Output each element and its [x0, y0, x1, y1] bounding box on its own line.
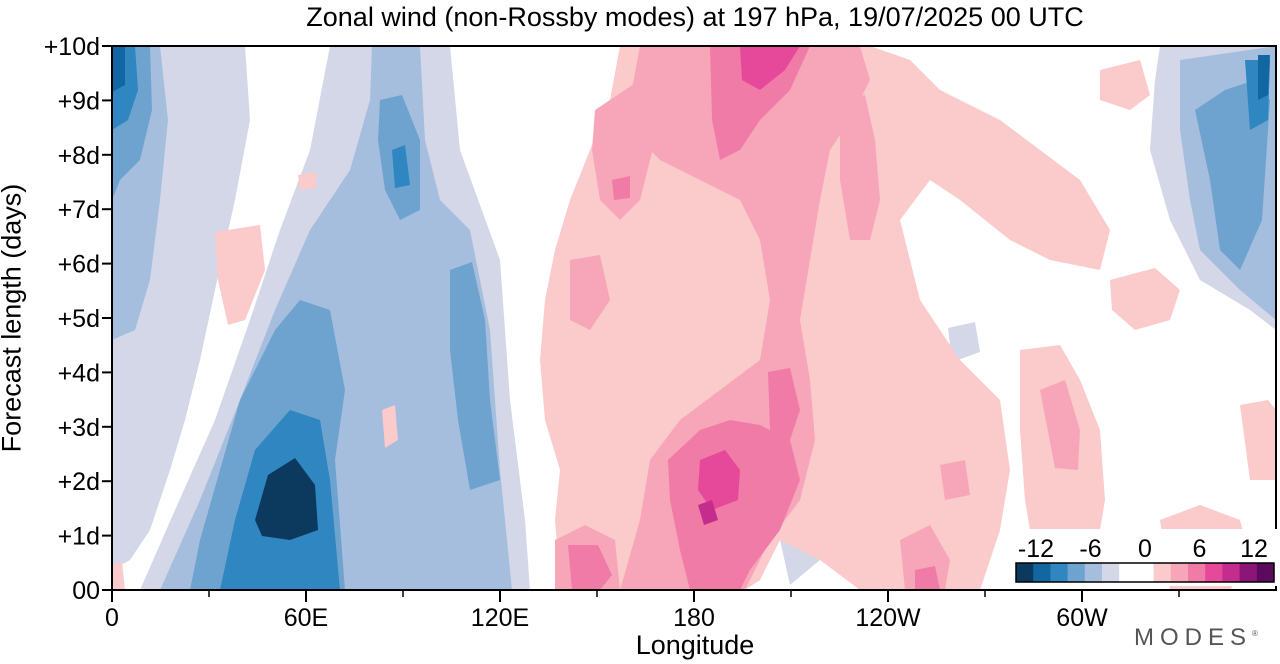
contour-pos-strong	[698, 450, 740, 510]
contour-pos-lightest	[298, 172, 316, 190]
colorbar-label: -12	[1018, 535, 1054, 563]
y-tick-label: +8d	[58, 142, 100, 170]
modes-logo: MODES®	[1134, 624, 1258, 652]
y-tick-label: +6d	[58, 251, 100, 279]
y-tick-label: +7d	[58, 196, 100, 224]
contour-pos-light	[940, 460, 970, 500]
y-axis: 00 +1d +2d +3d +4d +5d +6d +7d +8d +9d +10d	[44, 33, 112, 605]
colorbar-swatch	[1136, 563, 1155, 582]
colorbar-swatch	[1170, 563, 1189, 582]
colorbar-swatch	[1033, 563, 1051, 582]
y-tick-label: +9d	[58, 87, 100, 115]
x-tick-label: 180	[673, 604, 715, 632]
x-axis: 0 60E 120E 180 120W 60W	[105, 590, 1180, 632]
contour-pos-light	[770, 222, 800, 280]
contour-pos-mid	[768, 368, 800, 440]
colorbar-swatch	[1153, 563, 1172, 582]
y-tick-label: 00	[72, 577, 100, 605]
contour-pos-lightest	[1100, 60, 1150, 110]
positive-wind-regions	[112, 46, 1276, 590]
y-tick-label: +1d	[58, 523, 100, 551]
contour-neg-strongest	[1258, 55, 1270, 100]
contour-neg-strongest	[255, 458, 318, 540]
colorbar-swatch	[1119, 563, 1137, 582]
contour-pos-light	[1040, 380, 1080, 470]
contour-pos-light	[900, 525, 950, 590]
x-tick-label: 120E	[471, 604, 529, 632]
contour-neg-mid	[450, 262, 500, 490]
x-tick-label: 60E	[284, 604, 328, 632]
y-tick-label: +2d	[58, 468, 100, 496]
colorbar-label: 12	[1240, 535, 1268, 563]
colorbar: -12 -6 0 6 12	[1010, 529, 1278, 586]
x-tick-label: 120W	[855, 604, 921, 632]
contour-pos-lightest	[1240, 400, 1276, 480]
contour-pos-lightest	[215, 225, 265, 325]
y-tick-label: +3d	[58, 414, 100, 442]
contour-pos-mid	[710, 46, 810, 160]
colorbar-frame	[1015, 562, 1275, 583]
contour-pos-strong	[740, 46, 800, 90]
colorbar-swatch	[1239, 563, 1258, 582]
colorbar-swatch	[1084, 563, 1103, 582]
contour-neg-strongest	[112, 46, 125, 92]
colorbar-swatch	[1102, 563, 1120, 582]
chart-title: Zonal wind (non-Rossby modes) at 197 hPa…	[306, 2, 1084, 32]
colorbar-swatch	[1067, 563, 1086, 582]
contour-pos-light	[840, 95, 880, 240]
colorbar-label: 6	[1193, 535, 1207, 563]
contour-pos-mid	[915, 566, 940, 590]
colorbar-label: -6	[1079, 535, 1101, 563]
colorbar-swatch	[1016, 563, 1034, 582]
negative-wind-regions	[112, 46, 1276, 590]
colorbar-swatch	[1050, 563, 1069, 582]
colorbar-swatch	[1256, 563, 1275, 582]
colorbar-swatch	[1205, 563, 1223, 582]
colorbar-label: 0	[1138, 535, 1152, 563]
contour-pos-mid	[612, 176, 630, 200]
logo-text: MODES	[1134, 624, 1253, 651]
contour-pos-light	[592, 80, 655, 220]
contour-neg-strong	[392, 145, 410, 188]
colorbar-swatch	[1188, 563, 1206, 582]
contour-pos-mid	[568, 545, 612, 590]
x-axis-label: Longitude	[635, 630, 755, 660]
y-tick-label: +10d	[44, 33, 100, 61]
contour-neg-lightest	[948, 322, 980, 362]
contour-pos-lightest	[1110, 268, 1180, 330]
contour-pos-lightest	[112, 562, 125, 590]
y-axis-label: Forecast length (days)	[0, 183, 27, 453]
y-tick-label: +4d	[58, 359, 100, 387]
x-tick-label: 60W	[1056, 604, 1108, 632]
y-tick-label: +5d	[58, 305, 100, 333]
contour-pos-strongest	[698, 500, 718, 525]
logo-registered-mark: ®	[1252, 629, 1258, 638]
contour-pos-lightest	[382, 405, 398, 448]
contour-pos-light	[570, 255, 610, 330]
x-tick-label: 0	[105, 604, 119, 632]
colorbar-swatch	[1222, 563, 1241, 582]
